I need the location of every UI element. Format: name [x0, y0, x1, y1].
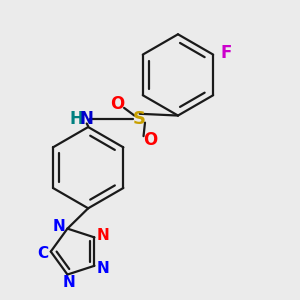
Text: O: O	[110, 95, 125, 113]
Text: N: N	[53, 219, 66, 234]
Text: C: C	[37, 246, 48, 261]
Text: N: N	[80, 110, 94, 128]
Text: N: N	[96, 227, 109, 242]
Text: H: H	[70, 110, 83, 128]
Text: N: N	[96, 261, 109, 276]
Text: N: N	[63, 275, 75, 290]
Text: S: S	[133, 110, 146, 128]
Text: F: F	[220, 44, 232, 62]
Text: O: O	[143, 131, 157, 149]
